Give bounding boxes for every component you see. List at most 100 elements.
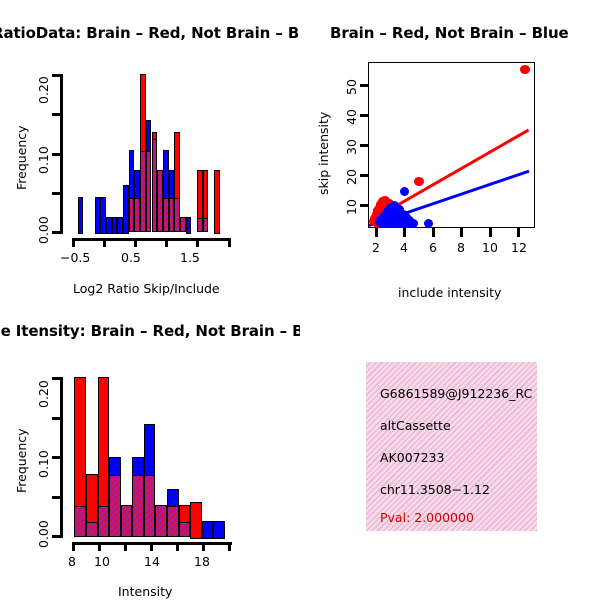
scatter-point-not-brain <box>400 186 410 196</box>
histogram-bar-not-brain <box>109 457 121 476</box>
info-accession: AK007233 <box>380 450 445 465</box>
scatter-point-not-brain <box>424 218 434 228</box>
intensity-y-tick-mark-4 <box>52 377 61 380</box>
histogram-bar-not-brain <box>145 120 152 153</box>
histogram-bar-brain <box>151 132 158 140</box>
scatter-point-not-brain <box>384 221 394 228</box>
intensity-y-tick-mark-1 <box>52 496 61 499</box>
scatter-x-tick-5: 12 <box>511 240 527 255</box>
intensity-y-tick-mark-0 <box>52 535 61 538</box>
scatter-y-tick-mark-2 <box>360 144 369 147</box>
histogram-bar-not-brain <box>162 150 169 200</box>
scatter-x-tick-mark-0 <box>375 228 378 237</box>
histogram-bar-overlap <box>167 505 179 537</box>
scatter-y-tick-mark-1 <box>360 174 369 177</box>
intensity-y-axis-line <box>60 377 63 538</box>
intensity-x-tick-0: 8 <box>68 554 76 569</box>
scatter-x-tick-4: 10 <box>482 240 498 255</box>
ratio-x-tick-mark-1 <box>103 238 106 247</box>
ratio-x-axis-line <box>72 238 231 241</box>
probe-info-panel: G6861589@J912236_RC altCassette AK007233… <box>366 362 537 531</box>
histogram-bar-overlap <box>157 169 163 232</box>
histogram-bar-overlap <box>132 473 144 537</box>
scatter-x-tick-mark-3 <box>460 228 463 237</box>
scatter-xlabel: include intensity <box>398 285 502 300</box>
ratio-x-tick-0: −0.5 <box>60 250 91 265</box>
info-event-type: altCassette <box>380 418 451 433</box>
intensity-x-tick-mark-4 <box>176 542 179 551</box>
ratio-x-tick-1: 0.5 <box>121 250 141 265</box>
scatter-point-not-brain <box>394 205 404 215</box>
scatter-x-tick-1: 4 <box>400 240 408 255</box>
histogram-bar-overlap <box>143 473 156 537</box>
histogram-bar-brain <box>213 169 220 234</box>
ratio-y-tick-mark-0 <box>52 231 61 234</box>
scatter-x-tick-mark-5 <box>517 228 520 237</box>
scatter-point-not-brain <box>397 220 407 228</box>
scatter-point-not-brain <box>403 220 413 228</box>
info-probe-id: G6861589@J912236_RC <box>380 386 533 401</box>
histogram-bar-overlap <box>179 216 186 232</box>
intensity-y-tick-mark-2 <box>52 456 61 459</box>
scatter-y-tick-mark-4 <box>360 84 369 87</box>
histogram-bar-not-brain <box>143 423 156 476</box>
histogram-bar-overlap <box>155 505 168 537</box>
ratio-x-tick-mark-0 <box>72 238 75 247</box>
ratio-x-tick-mark-3 <box>165 238 168 247</box>
intensity-x-tick-mark-5 <box>202 542 205 551</box>
scatter-y-tick-1: 20 <box>344 169 359 185</box>
scatter-x-tick-mark-1 <box>403 228 406 237</box>
histogram-bar-brain <box>140 74 146 153</box>
scatter-point-not-brain <box>378 221 389 228</box>
ratio-y-tick-mark-4 <box>52 74 61 77</box>
scatter-points-layer <box>368 62 535 228</box>
intensity-x-tick-mark-1 <box>98 542 101 551</box>
ratio-y-tick-mark-3 <box>52 113 61 116</box>
histogram-bar-brain <box>190 502 202 539</box>
histogram-bar-overlap <box>97 505 110 537</box>
histogram-bar-brain <box>202 169 209 219</box>
ratio-y-axis-line <box>60 74 63 234</box>
histogram-bar-not-brain <box>106 216 112 234</box>
scatter-point-brain <box>414 176 424 186</box>
ratio-x-tick-2: 1.5 <box>180 250 200 265</box>
info-locus: chr11.3508−1.12 <box>380 482 490 497</box>
histogram-bar-overlap <box>85 521 98 537</box>
ratio-histogram-xlabel: Log2 Ratio Skip/Include <box>73 281 220 296</box>
histogram-bar-not-brain <box>201 520 214 539</box>
ratio-y-tick-mark-2 <box>52 153 61 156</box>
intensity-x-tick-3: 18 <box>194 554 210 569</box>
histogram-bar-not-brain <box>134 169 141 200</box>
histogram-bar-not-brain <box>111 216 118 234</box>
intensity-x-tick-mark-2 <box>124 542 127 551</box>
scatter-x-tick-0: 2 <box>372 240 380 255</box>
scatter-x-tick-mark-4 <box>489 228 492 237</box>
scatter-x-tick-mark-2 <box>432 228 435 237</box>
scatter-point-brain <box>520 64 530 75</box>
intensity-x-tick-mark-6 <box>228 542 231 551</box>
histogram-bar-overlap <box>120 505 133 537</box>
histogram-bar-overlap <box>74 505 86 537</box>
histogram-bar-not-brain <box>213 520 226 539</box>
intensity-histogram-bars <box>0 305 300 600</box>
ratio-x-tick-mark-5 <box>228 238 231 247</box>
histogram-bar-overlap <box>178 520 191 537</box>
scatter-x-tick-3: 8 <box>457 240 465 255</box>
histogram-bar-not-brain <box>128 150 135 200</box>
histogram-bar-brain <box>97 377 110 507</box>
histogram-bar-brain <box>85 473 98 524</box>
histogram-bar-brain <box>74 377 86 507</box>
histogram-bar-not-brain <box>167 489 179 507</box>
scatter-point-not-brain <box>390 221 400 228</box>
histogram-bar-brain <box>178 505 191 523</box>
scatter-y-tick-3: 40 <box>344 109 359 125</box>
histogram-bar-overlap <box>202 216 209 232</box>
intensity-histogram-xlabel: Intensity <box>118 584 173 599</box>
histogram-bar-brain <box>196 169 203 219</box>
ratio-x-tick-mark-4 <box>196 238 199 247</box>
intensity-x-tick-mark-3 <box>150 542 153 551</box>
scatter-y-tick-2: 30 <box>344 139 359 155</box>
histogram-bar-not-brain <box>123 184 129 234</box>
intensity-y-tick-mark-3 <box>52 417 61 420</box>
scatter-title: Brain – Red, Not Brain – Blue <box>330 24 569 42</box>
